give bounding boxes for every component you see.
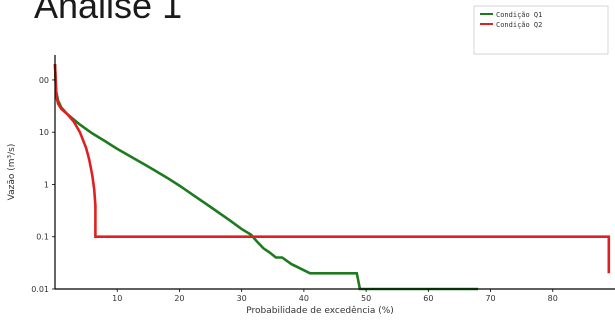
x-tick-label: 20 — [174, 294, 184, 303]
legend-box — [473, 5, 609, 55]
y-tick-group: 0.01 0.1 1 10 00 — [31, 76, 55, 294]
series-line-q1 — [53, 64, 479, 291]
y-tick-label: 0.1 — [36, 233, 49, 242]
x-tick-label: 60 — [423, 294, 433, 303]
legend-label-q2: Condição Q2 — [496, 21, 542, 29]
x-tick-label: 70 — [485, 294, 495, 303]
x-tick-label: 10 — [112, 294, 122, 303]
page-title: Análise 1 — [34, 0, 183, 26]
plot-frame — [55, 55, 615, 289]
y-axis-title: Vazão (m³/s) — [7, 144, 17, 201]
x-tick-label: 40 — [299, 294, 309, 303]
x-axis-title: Probabilidade de excedência (%) — [246, 305, 394, 316]
series-group — [53, 64, 611, 291]
x-tick-label: 30 — [237, 294, 247, 303]
y-tick-label: 00 — [39, 76, 49, 85]
x-tick-label: 80 — [548, 294, 558, 303]
legend: Condição Q1 Condição Q2 — [473, 5, 609, 55]
y-tick-label: 1 — [44, 180, 49, 189]
y-tick-label: 10 — [39, 128, 49, 137]
x-tick-label: 50 — [361, 294, 371, 303]
legend-label-q1: Condição Q1 — [496, 11, 542, 19]
y-tick-label: 0.01 — [31, 285, 49, 294]
x-tick-group: 10 20 30 40 50 60 70 80 — [112, 289, 558, 303]
series-line-q2 — [53, 64, 611, 274]
